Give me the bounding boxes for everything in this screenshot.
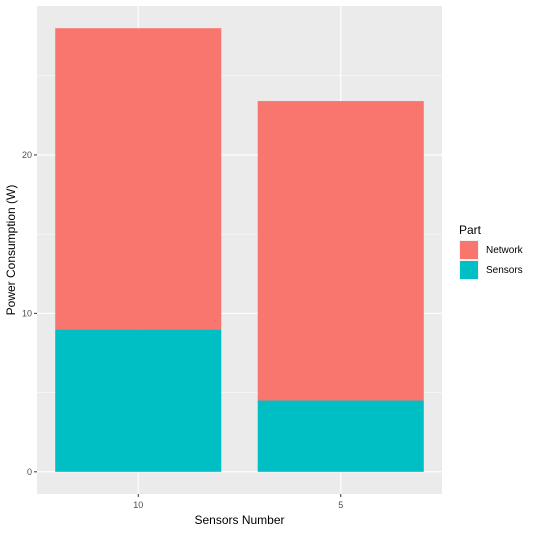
y-tick-label: 20 <box>22 150 32 160</box>
x-tick-label: 5 <box>338 500 343 510</box>
y-axis-title: Power Consumption (W) <box>4 185 18 316</box>
y-tick-label: 10 <box>22 308 32 318</box>
x-tick-label: 10 <box>133 500 143 510</box>
x-axis-title: Sensors Number <box>194 513 284 527</box>
bar-network-10 <box>55 28 222 330</box>
legend-label-network: Network <box>486 245 524 256</box>
bar-sensors-5 <box>257 400 424 472</box>
legend-label-sensors: Sensors <box>486 265 523 276</box>
legend-key-sensors <box>460 261 478 279</box>
bar-network-5 <box>257 101 424 401</box>
legend: Part Network Sensors <box>459 223 524 280</box>
legend-key-network <box>460 241 478 259</box>
y-tick-label: 0 <box>27 467 32 477</box>
bars <box>55 28 424 472</box>
legend-title: Part <box>459 223 482 237</box>
legend-items: Network Sensors <box>459 240 524 280</box>
bar-sensors-10 <box>55 329 222 472</box>
y-axis-ticks: 0 10 20 <box>22 150 37 477</box>
x-axis-ticks: 10 5 <box>133 494 343 510</box>
